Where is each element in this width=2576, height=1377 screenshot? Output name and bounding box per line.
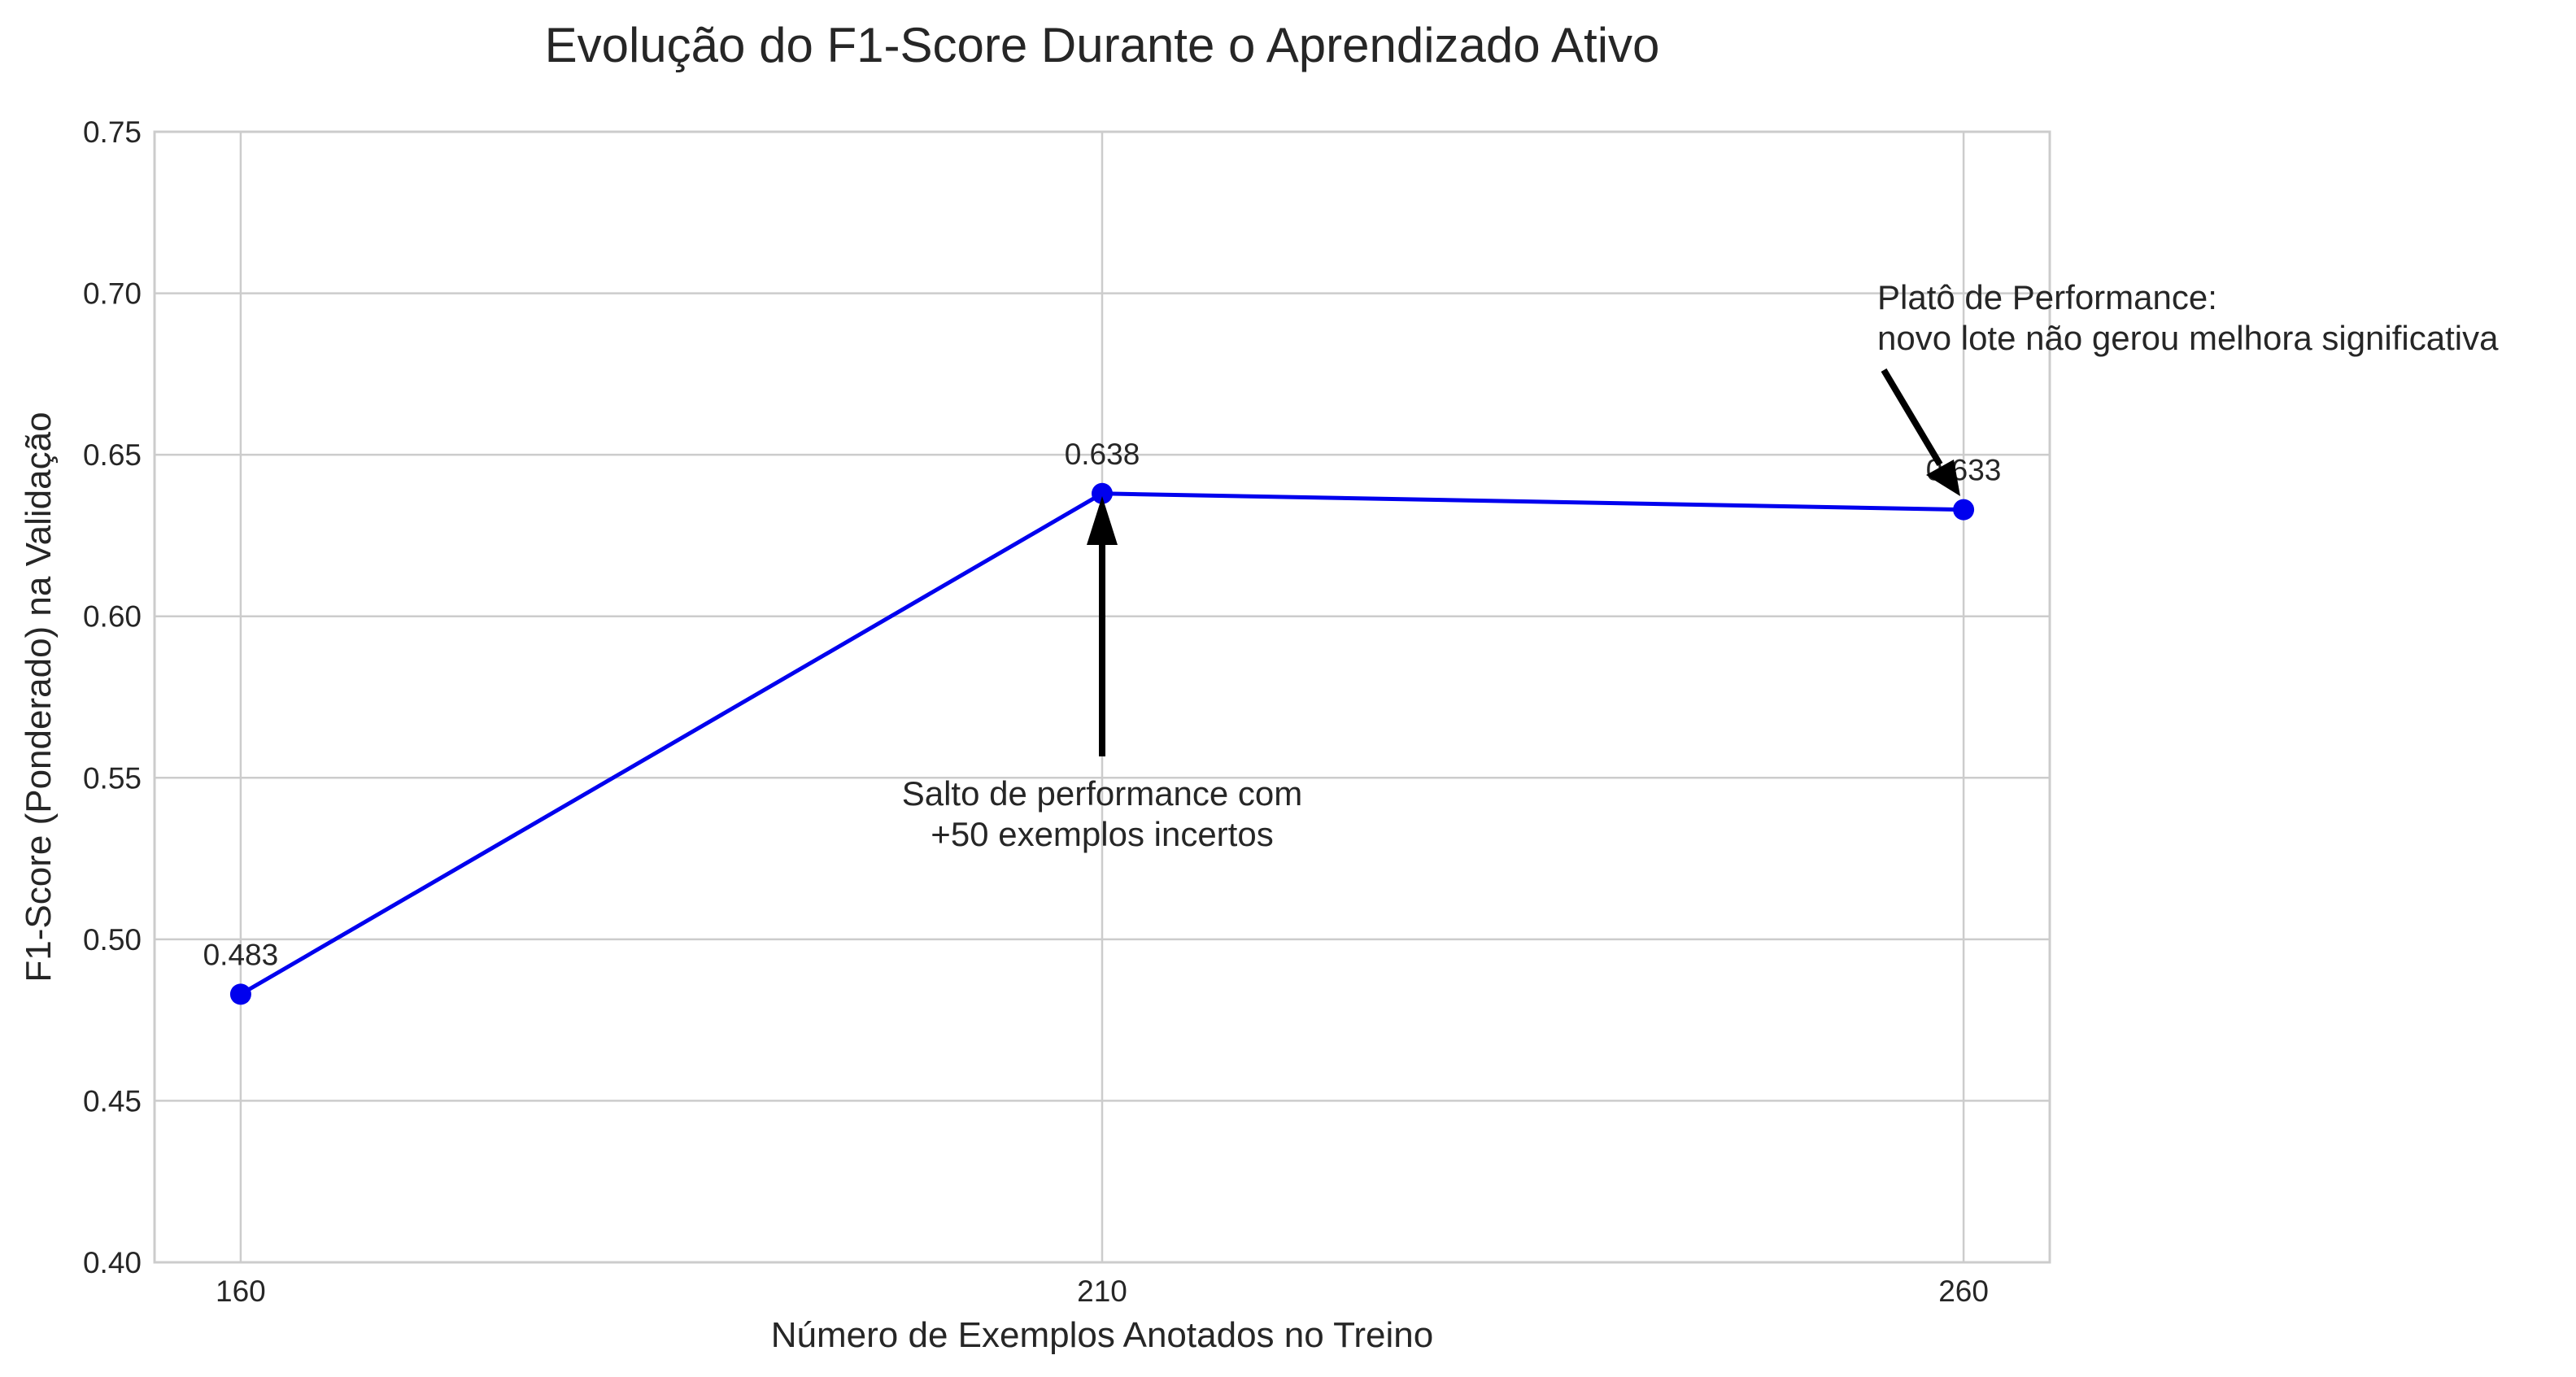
y-tick-label: 0.45: [83, 1084, 142, 1118]
data-point: [1092, 482, 1113, 504]
y-axis-label: F1-Score (Ponderado) na Validação: [19, 412, 59, 982]
data-value-label: 0.483: [203, 938, 279, 971]
y-tick-label: 0.40: [83, 1246, 142, 1279]
x-axis-label: Número de Exemplos Anotados no Treino: [771, 1315, 1433, 1355]
y-tick-label: 0.50: [83, 923, 142, 956]
plot-frame: [153, 130, 2051, 1264]
chart-title: Evolução do F1-Score Durante o Aprendiza…: [545, 18, 1660, 72]
y-tick-label: 0.60: [83, 600, 142, 634]
y-tick-label: 0.75: [83, 115, 142, 149]
y-tick-label: 0.55: [83, 761, 142, 795]
annotation-plateau-line-2: novo lote não gerou melhora significativ…: [1877, 319, 2499, 357]
x-tick-label: 160: [216, 1275, 266, 1308]
data-point: [229, 983, 251, 1005]
x-tick-label: 260: [1938, 1275, 1989, 1308]
annotation-jump-line-2: +50 exemplos incertos: [931, 815, 1273, 853]
data-value-label: 0.638: [1065, 438, 1140, 471]
annotation-jump-line-1: Salto de performance com: [902, 774, 1303, 813]
annotation-arrow-plateau-shaft: [1881, 368, 1943, 467]
annotation-arrow-plateau-head: [1926, 460, 1960, 496]
y-tick-label: 0.65: [83, 438, 142, 472]
y-tick-label: 0.70: [83, 277, 142, 311]
data-point: [1953, 499, 1975, 521]
x-tick-label: 210: [1077, 1275, 1127, 1308]
annotation-arrow-jump-head: [1087, 496, 1118, 545]
annotation-plateau-line-1: Platô de Performance:: [1877, 278, 2217, 316]
